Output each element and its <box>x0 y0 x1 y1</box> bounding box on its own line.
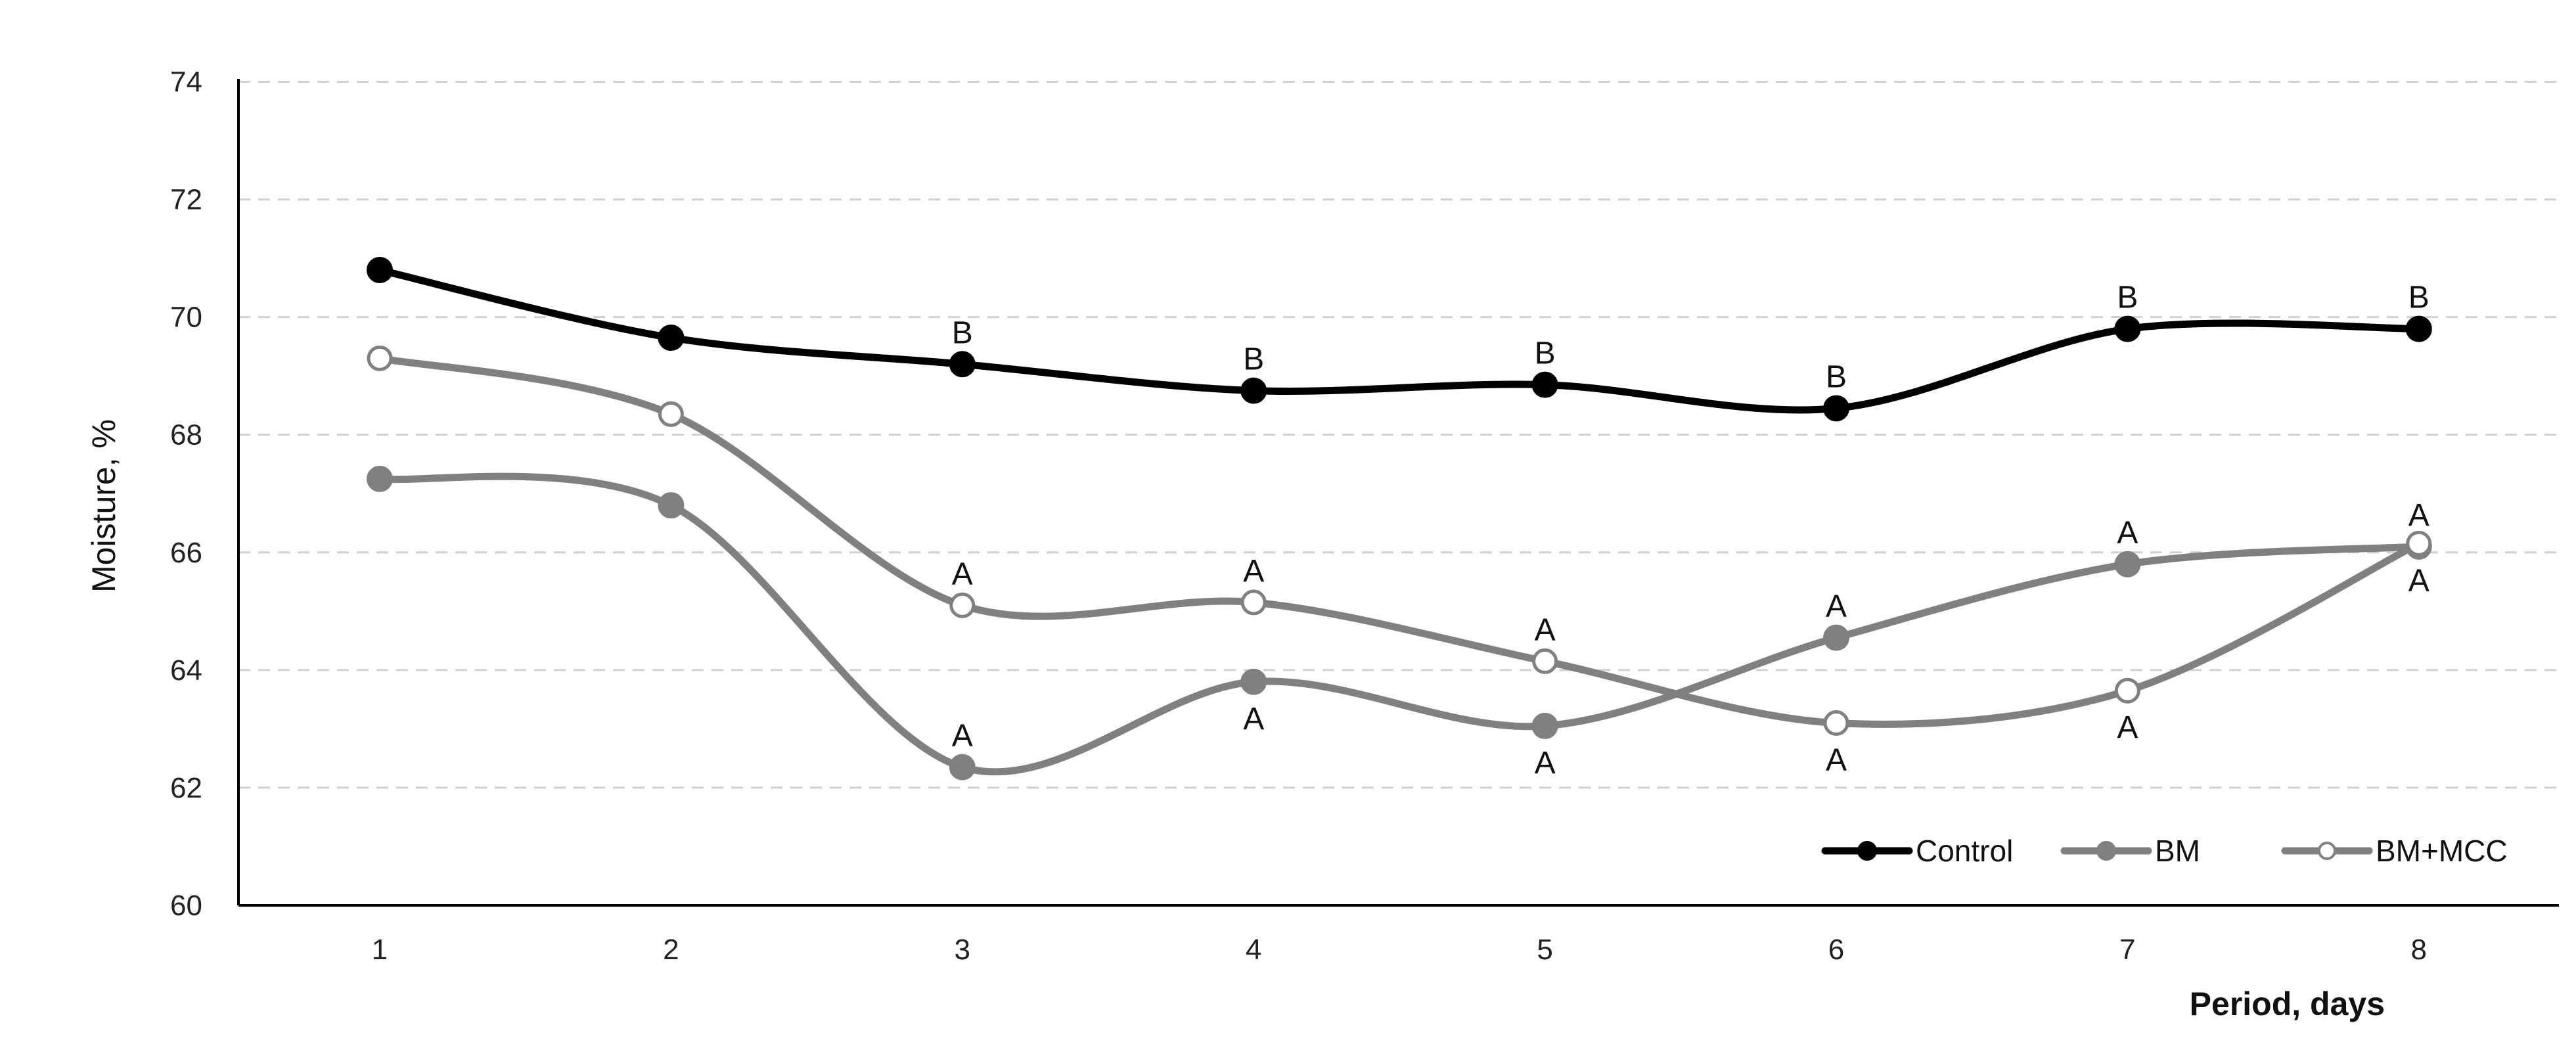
significance-label: A <box>952 556 973 591</box>
y-tick-label: 60 <box>170 890 202 922</box>
data-point-bm <box>2114 551 2141 578</box>
y-tick-label: 62 <box>170 772 202 804</box>
y-tick-label: 66 <box>170 537 202 569</box>
significance-label: A <box>1826 742 1847 777</box>
data-point-control <box>949 351 976 378</box>
series-line-bm-mcc <box>376 354 2423 728</box>
data-point-bm <box>658 492 685 519</box>
legend-label-bm-mcc: BM+MCC <box>2376 834 2508 868</box>
significance-label: B <box>1243 342 1264 377</box>
y-tick-labels: 60 62 64 66 68 70 72 74 <box>170 66 202 922</box>
data-point-bm-mcc <box>367 345 393 371</box>
significance-label: A <box>1826 589 1847 624</box>
gridlines <box>238 81 2559 789</box>
x-tick-label: 5 <box>1537 934 1552 966</box>
significance-label: B <box>2117 281 2138 315</box>
data-point-control <box>1531 371 1558 398</box>
x-axis-title: Period, days <box>2190 985 2385 1022</box>
significance-label: B <box>952 315 973 350</box>
data-point-bm <box>1240 668 1267 695</box>
y-tick-label: 70 <box>170 302 202 334</box>
data-point-bm <box>1531 712 1558 739</box>
x-tick-label: 8 <box>2411 934 2427 966</box>
data-point-bm-mcc <box>1823 710 1849 736</box>
series-line-control <box>376 266 2423 414</box>
x-tick-labels: 1 2 3 4 5 6 7 8 <box>372 934 2427 966</box>
data-point-bm-mcc <box>1532 648 1558 674</box>
legend-marker-bm <box>2096 841 2116 861</box>
significance-label: A <box>2408 563 2429 598</box>
x-tick-label: 6 <box>1828 934 1844 966</box>
x-tick-label: 4 <box>1246 934 1261 966</box>
significance-label: B <box>2408 281 2429 315</box>
significance-label: A <box>952 719 973 754</box>
data-point-bm-mcc <box>2114 677 2140 704</box>
significance-label: A <box>1243 554 1264 589</box>
data-point-bm-mcc <box>949 592 976 618</box>
data-point-control <box>658 325 685 351</box>
data-point-control <box>1823 395 1849 422</box>
significance-label: A <box>2117 516 2138 551</box>
legend-label-bm: BM <box>2155 834 2200 868</box>
series-lines <box>376 266 2423 776</box>
y-tick-label: 72 <box>170 184 202 216</box>
x-tick-label: 1 <box>372 934 388 966</box>
significance-label: A <box>2117 710 2138 745</box>
x-tick-label: 2 <box>663 934 679 966</box>
significance-label: A <box>1243 702 1264 736</box>
y-tick-label: 64 <box>170 654 202 687</box>
significance-label: A <box>1535 612 1556 647</box>
y-tick-label: 68 <box>170 419 202 451</box>
series-line-bm <box>376 472 2423 776</box>
significance-label: A <box>1535 746 1556 781</box>
data-point-bm-mcc <box>2406 530 2432 556</box>
data-point-bm <box>367 465 393 492</box>
data-point-bm <box>949 754 976 781</box>
x-tick-label: 3 <box>955 934 970 966</box>
data-point-bm-mcc <box>1240 589 1267 616</box>
legend-marker-bm-mcc <box>2318 842 2336 860</box>
y-tick-label: 74 <box>170 66 202 99</box>
data-point-control <box>1240 377 1267 404</box>
axes <box>237 79 2559 907</box>
series-markers <box>367 257 2432 781</box>
legend-marker-control <box>1857 841 1877 861</box>
data-point-bm-mcc <box>658 401 684 427</box>
legend: Control BM BM+MCC <box>1821 834 2508 868</box>
data-point-control <box>2114 315 2141 342</box>
significance-label: A <box>2408 498 2429 533</box>
x-tick-label: 7 <box>2119 934 2135 966</box>
significance-label: B <box>1826 359 1847 394</box>
data-point-control <box>367 257 393 284</box>
data-point-bm <box>1823 624 1849 651</box>
data-point-control <box>2405 315 2432 342</box>
legend-label-control: Control <box>1916 834 2013 868</box>
significance-label: B <box>1535 336 1556 371</box>
y-axis-title: Moisture, % <box>85 419 122 593</box>
